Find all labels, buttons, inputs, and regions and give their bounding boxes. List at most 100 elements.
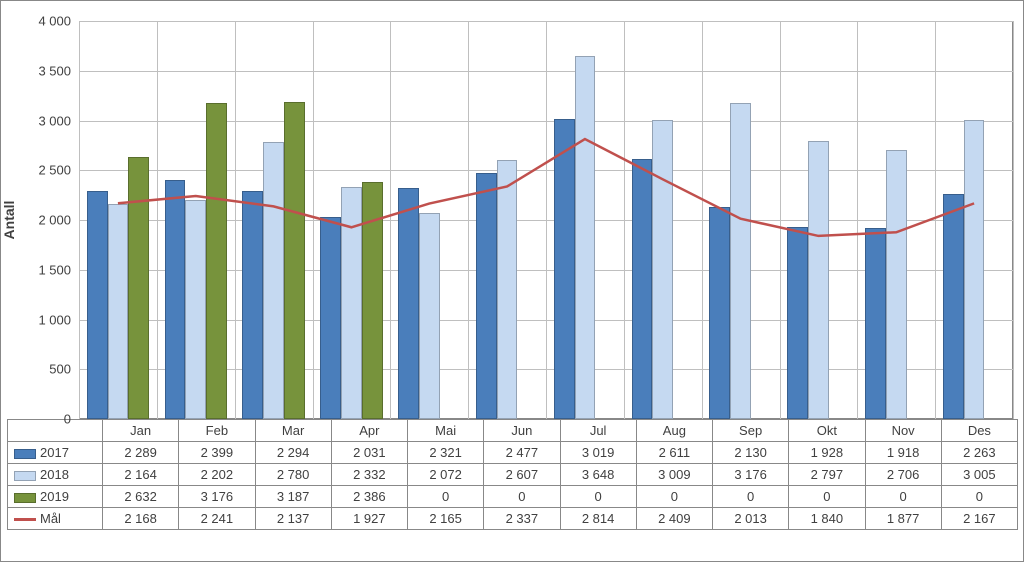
bar-2017 bbox=[554, 119, 575, 419]
data-cell: 2 797 bbox=[789, 464, 865, 486]
y-axis-label: Antall bbox=[1, 201, 17, 240]
data-cell: 2 165 bbox=[408, 508, 484, 530]
category-header: Nov bbox=[865, 420, 941, 442]
y-tick-label: 2 000 bbox=[38, 213, 71, 228]
bar-2019 bbox=[362, 182, 383, 419]
bar-2019 bbox=[128, 157, 149, 419]
gridline-v bbox=[546, 21, 547, 419]
category-header: Jun bbox=[484, 420, 560, 442]
data-cell: 1 928 bbox=[789, 442, 865, 464]
gridline-v bbox=[1013, 21, 1014, 419]
data-cell: 2 706 bbox=[865, 464, 941, 486]
category-header: Jul bbox=[560, 420, 636, 442]
bar-2017 bbox=[787, 227, 808, 419]
table-header-row: JanFebMarAprMaiJunJulAugSepOktNovDes bbox=[8, 420, 1018, 442]
data-cell: 2 780 bbox=[255, 464, 331, 486]
bar-2018 bbox=[108, 204, 129, 419]
y-tick-label: 1 000 bbox=[38, 312, 71, 327]
category-header: Mai bbox=[408, 420, 484, 442]
y-tick-label: 1 500 bbox=[38, 262, 71, 277]
data-cell: 2 137 bbox=[255, 508, 331, 530]
data-cell: 2 130 bbox=[713, 442, 789, 464]
data-cell: 2 289 bbox=[103, 442, 179, 464]
category-header: Apr bbox=[331, 420, 407, 442]
data-cell: 0 bbox=[865, 486, 941, 508]
data-cell: 1 918 bbox=[865, 442, 941, 464]
gridline-v bbox=[857, 21, 858, 419]
gridline-v bbox=[235, 21, 236, 419]
data-cell: 2 477 bbox=[484, 442, 560, 464]
data-cell: 0 bbox=[560, 486, 636, 508]
table-row: 20192 6323 1763 1872 38600000000 bbox=[8, 486, 1018, 508]
data-cell: 0 bbox=[636, 486, 712, 508]
data-cell: 0 bbox=[789, 486, 865, 508]
bar-2017 bbox=[242, 191, 263, 419]
category-header: Feb bbox=[179, 420, 255, 442]
legend-cell-2019: 2019 bbox=[8, 486, 103, 508]
data-cell: 1 877 bbox=[865, 508, 941, 530]
bar-2017 bbox=[865, 228, 886, 419]
data-cell: 0 bbox=[713, 486, 789, 508]
bar-2018 bbox=[575, 56, 596, 419]
table-row: Mål2 1682 2412 1371 9272 1652 3372 8142 … bbox=[8, 508, 1018, 530]
bar-2018 bbox=[652, 120, 673, 419]
category-header: Des bbox=[941, 420, 1017, 442]
gridline-v bbox=[313, 21, 314, 419]
bar-2017 bbox=[632, 159, 653, 419]
data-cell: 1 927 bbox=[331, 508, 407, 530]
data-cell: 2 321 bbox=[408, 442, 484, 464]
data-cell: 2 611 bbox=[636, 442, 712, 464]
data-cell: 0 bbox=[408, 486, 484, 508]
bar-2017 bbox=[943, 194, 964, 419]
data-cell: 2 072 bbox=[408, 464, 484, 486]
bar-2017 bbox=[165, 180, 186, 419]
y-tick-label: 0 bbox=[64, 412, 71, 427]
data-cell: 2 332 bbox=[331, 464, 407, 486]
plot-area bbox=[79, 21, 1013, 419]
table-row: 20182 1642 2022 7802 3322 0722 6073 6483… bbox=[8, 464, 1018, 486]
category-header: Sep bbox=[713, 420, 789, 442]
bar-2018 bbox=[886, 150, 907, 419]
bar-2018 bbox=[341, 187, 362, 419]
y-tick-label: 3 500 bbox=[38, 63, 71, 78]
y-tick-label: 4 000 bbox=[38, 14, 71, 29]
gridline-v bbox=[79, 21, 80, 419]
bar-2017 bbox=[709, 207, 730, 419]
bar-2019 bbox=[206, 103, 227, 419]
gridline-v bbox=[702, 21, 703, 419]
bar-2018 bbox=[185, 200, 206, 419]
data-cell: 0 bbox=[941, 486, 1017, 508]
data-cell: 2 168 bbox=[103, 508, 179, 530]
chart-container: Antall JanFebMarAprMaiJunJulAugSepOktNov… bbox=[0, 0, 1024, 562]
y-tick-label: 2 500 bbox=[38, 163, 71, 178]
y-tick-label: 3 000 bbox=[38, 113, 71, 128]
bar-2018 bbox=[497, 160, 518, 419]
bar-2017 bbox=[476, 173, 497, 419]
table-row: 20172 2892 3992 2942 0312 3212 4773 0192… bbox=[8, 442, 1018, 464]
bar-2017 bbox=[87, 191, 108, 419]
y-tick-label: 500 bbox=[49, 362, 71, 377]
data-cell: 1 840 bbox=[789, 508, 865, 530]
data-cell: 2 013 bbox=[713, 508, 789, 530]
data-cell: 3 176 bbox=[179, 486, 255, 508]
data-cell: 2 409 bbox=[636, 508, 712, 530]
gridline-v bbox=[780, 21, 781, 419]
data-cell: 2 607 bbox=[484, 464, 560, 486]
bar-2018 bbox=[964, 120, 985, 419]
gridline-v bbox=[468, 21, 469, 419]
gridline-v bbox=[935, 21, 936, 419]
data-cell: 3 019 bbox=[560, 442, 636, 464]
data-cell: 2 164 bbox=[103, 464, 179, 486]
data-table: JanFebMarAprMaiJunJulAugSepOktNovDes2017… bbox=[7, 419, 1018, 530]
category-header: Aug bbox=[636, 420, 712, 442]
data-cell: 3 187 bbox=[255, 486, 331, 508]
data-cell: 2 386 bbox=[331, 486, 407, 508]
legend-cell-2017: 2017 bbox=[8, 442, 103, 464]
gridline-v bbox=[624, 21, 625, 419]
category-header: Mar bbox=[255, 420, 331, 442]
data-cell: 3 009 bbox=[636, 464, 712, 486]
bar-2019 bbox=[284, 102, 305, 419]
legend-blank bbox=[8, 420, 103, 442]
data-cell: 2 337 bbox=[484, 508, 560, 530]
data-cell: 3 005 bbox=[941, 464, 1017, 486]
